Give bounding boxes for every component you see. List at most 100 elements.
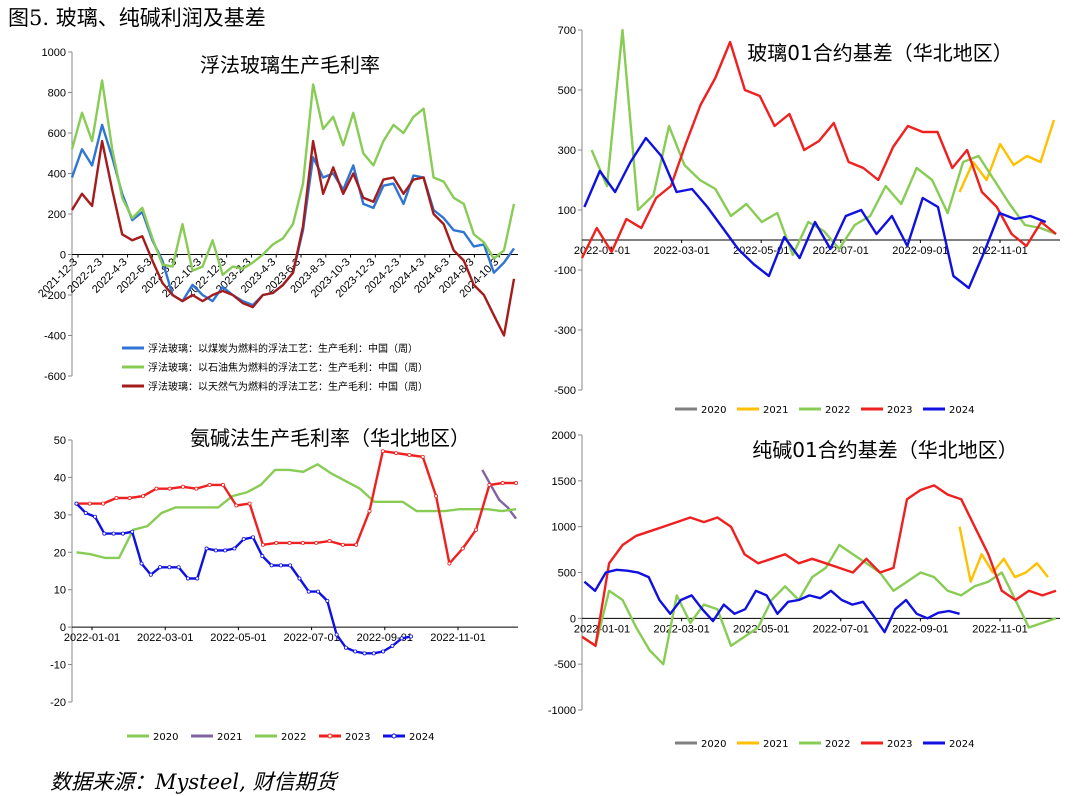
series-line-2024 bbox=[77, 504, 412, 654]
legend-label-2021: 2021 bbox=[217, 732, 242, 743]
series-marker-2023 bbox=[115, 496, 118, 499]
series-marker-2023 bbox=[275, 541, 278, 544]
series-marker-2023 bbox=[221, 483, 224, 486]
y-tick-label: 1000 bbox=[42, 47, 66, 59]
chart-glass-profit: 10008006004002000-200-400-6002021-12-320… bbox=[0, 30, 540, 410]
series-marker-2023 bbox=[315, 541, 318, 544]
x-tick-label: 2022-11-01 bbox=[972, 623, 1027, 635]
series-marker-2024 bbox=[326, 599, 329, 602]
y-tick-label: 1000 bbox=[552, 522, 576, 534]
series-marker-2023 bbox=[341, 543, 344, 546]
y-tick-label: -300 bbox=[554, 325, 576, 337]
series-line-2021 bbox=[960, 527, 1048, 582]
chart-soda-profit: 50 40 30 20 10 0 -10 -20 2022-01-01 2022-03-01 202… bbox=[0, 420, 540, 760]
series-marker-2024 bbox=[242, 538, 245, 541]
series-marker-2023 bbox=[328, 539, 331, 542]
chart-glass-basis: 700500300100-100-300-5002022-01-01 2022-0… bbox=[540, 20, 1080, 430]
x-tick-label: 2022-05-01 bbox=[733, 623, 789, 635]
y-tick-label: 10 bbox=[54, 585, 66, 597]
y-tick-label: 20 bbox=[54, 547, 66, 559]
y-tick-label: 800 bbox=[48, 88, 66, 100]
series-marker-2023 bbox=[101, 502, 104, 505]
y-tick-label: 300 bbox=[558, 145, 576, 157]
series-marker-2023 bbox=[368, 510, 371, 513]
legend-label-2024: 2024 bbox=[949, 739, 974, 750]
legend-label: 浮法玻璃：以煤炭为燃料的浮法工艺：生产毛利：中国（周） bbox=[148, 342, 418, 355]
series-marker-2024 bbox=[149, 573, 152, 576]
series-line-series-2 bbox=[72, 141, 514, 335]
series-marker-2024 bbox=[270, 564, 273, 567]
x-tick-label: 2022-01-01 bbox=[574, 623, 630, 635]
y-tick-label: 30 bbox=[54, 510, 66, 522]
legend-label-2021: 2021 bbox=[763, 405, 788, 416]
x-tick-label: 2022-09-01 bbox=[892, 245, 948, 257]
series-marker-2023 bbox=[381, 450, 384, 453]
series-marker-2024 bbox=[289, 564, 292, 567]
legend-label-2022: 2022 bbox=[281, 732, 306, 743]
series-marker-2024 bbox=[103, 532, 106, 535]
series-marker-2024 bbox=[372, 652, 375, 655]
x-tick-label: 2022-03-01 bbox=[137, 632, 193, 644]
series-line-2021 bbox=[960, 120, 1054, 192]
series-marker-2023 bbox=[488, 483, 491, 486]
series-marker-2023 bbox=[448, 562, 451, 565]
series-marker-2024 bbox=[251, 536, 254, 539]
series-line-series-1 bbox=[72, 80, 514, 274]
x-tick-label: 2022-09-01 bbox=[892, 623, 948, 635]
series-marker-2024 bbox=[158, 566, 161, 569]
series-marker-2024 bbox=[316, 590, 319, 593]
series-line-2023 bbox=[582, 42, 1056, 258]
series-marker-2023 bbox=[141, 495, 144, 498]
series-marker-2024 bbox=[363, 652, 366, 655]
legend-label: 浮法玻璃：以天然气为燃料的浮法工艺：生产毛利：中国（周） bbox=[148, 380, 428, 393]
chart-title: 浮法玻璃生产毛利率 bbox=[200, 53, 380, 77]
series-line-2023 bbox=[582, 485, 1056, 645]
series-marker-2023 bbox=[88, 502, 91, 505]
x-tick-label: 2022-03-01 bbox=[653, 623, 709, 635]
x-tick-label: 2022-11-01 bbox=[972, 245, 1027, 257]
x-tick-label: 2022-11-01 bbox=[430, 632, 485, 644]
series-marker-2023 bbox=[474, 528, 477, 531]
series-marker-2023 bbox=[288, 541, 291, 544]
series-marker-2023 bbox=[235, 504, 238, 507]
series-marker-2024 bbox=[121, 532, 124, 535]
series-line-2024 bbox=[584, 138, 1045, 288]
series-marker-2024 bbox=[400, 637, 403, 640]
series-marker-2024 bbox=[196, 577, 199, 580]
series-marker-2024 bbox=[168, 566, 171, 569]
legend-label-2024: 2024 bbox=[409, 732, 434, 743]
series-marker-2023 bbox=[514, 481, 517, 484]
series-marker-2023 bbox=[408, 453, 411, 456]
series-marker-2024 bbox=[344, 646, 347, 649]
series-marker-2024 bbox=[391, 644, 394, 647]
y-tick-label: -100 bbox=[554, 265, 576, 277]
series-marker-2023 bbox=[355, 543, 358, 546]
series-marker-2023 bbox=[501, 481, 504, 484]
y-tick-label: -20 bbox=[50, 697, 66, 709]
series-marker-2024 bbox=[140, 562, 143, 565]
series-marker-2024 bbox=[93, 515, 96, 518]
y-tick-label: -400 bbox=[44, 331, 66, 343]
series-line-2022 bbox=[582, 545, 1056, 664]
series-marker-2024 bbox=[261, 554, 264, 557]
y-tick-label: 40 bbox=[54, 472, 66, 484]
series-marker-2023 bbox=[155, 487, 158, 490]
series-marker-2023 bbox=[248, 502, 251, 505]
series-line-2023 bbox=[77, 451, 517, 563]
legend-label-2021: 2021 bbox=[763, 739, 788, 750]
legend-label-2023: 2023 bbox=[887, 739, 912, 750]
series-marker-2024 bbox=[279, 564, 282, 567]
series-marker-2024 bbox=[84, 511, 87, 514]
y-tick-label: -500 bbox=[554, 385, 576, 397]
legend-label: 浮法玻璃：以石油焦为燃料的浮法工艺：生产毛利：中国（周） bbox=[148, 361, 428, 374]
series-marker-2024 bbox=[307, 590, 310, 593]
y-tick-label: 2000 bbox=[552, 430, 576, 442]
y-tick-label: 100 bbox=[558, 205, 576, 217]
legend-label-2022: 2022 bbox=[825, 739, 850, 750]
series-marker-2024 bbox=[214, 549, 217, 552]
source-note: 数据来源：Mysteel, 财信期货 bbox=[50, 766, 337, 796]
x-tick-label: 2022-07-01 bbox=[283, 632, 339, 644]
legend-label-2020: 2020 bbox=[153, 732, 178, 743]
x-tick-label: 2022-01-01 bbox=[64, 632, 120, 644]
series-marker-2024 bbox=[335, 633, 338, 636]
